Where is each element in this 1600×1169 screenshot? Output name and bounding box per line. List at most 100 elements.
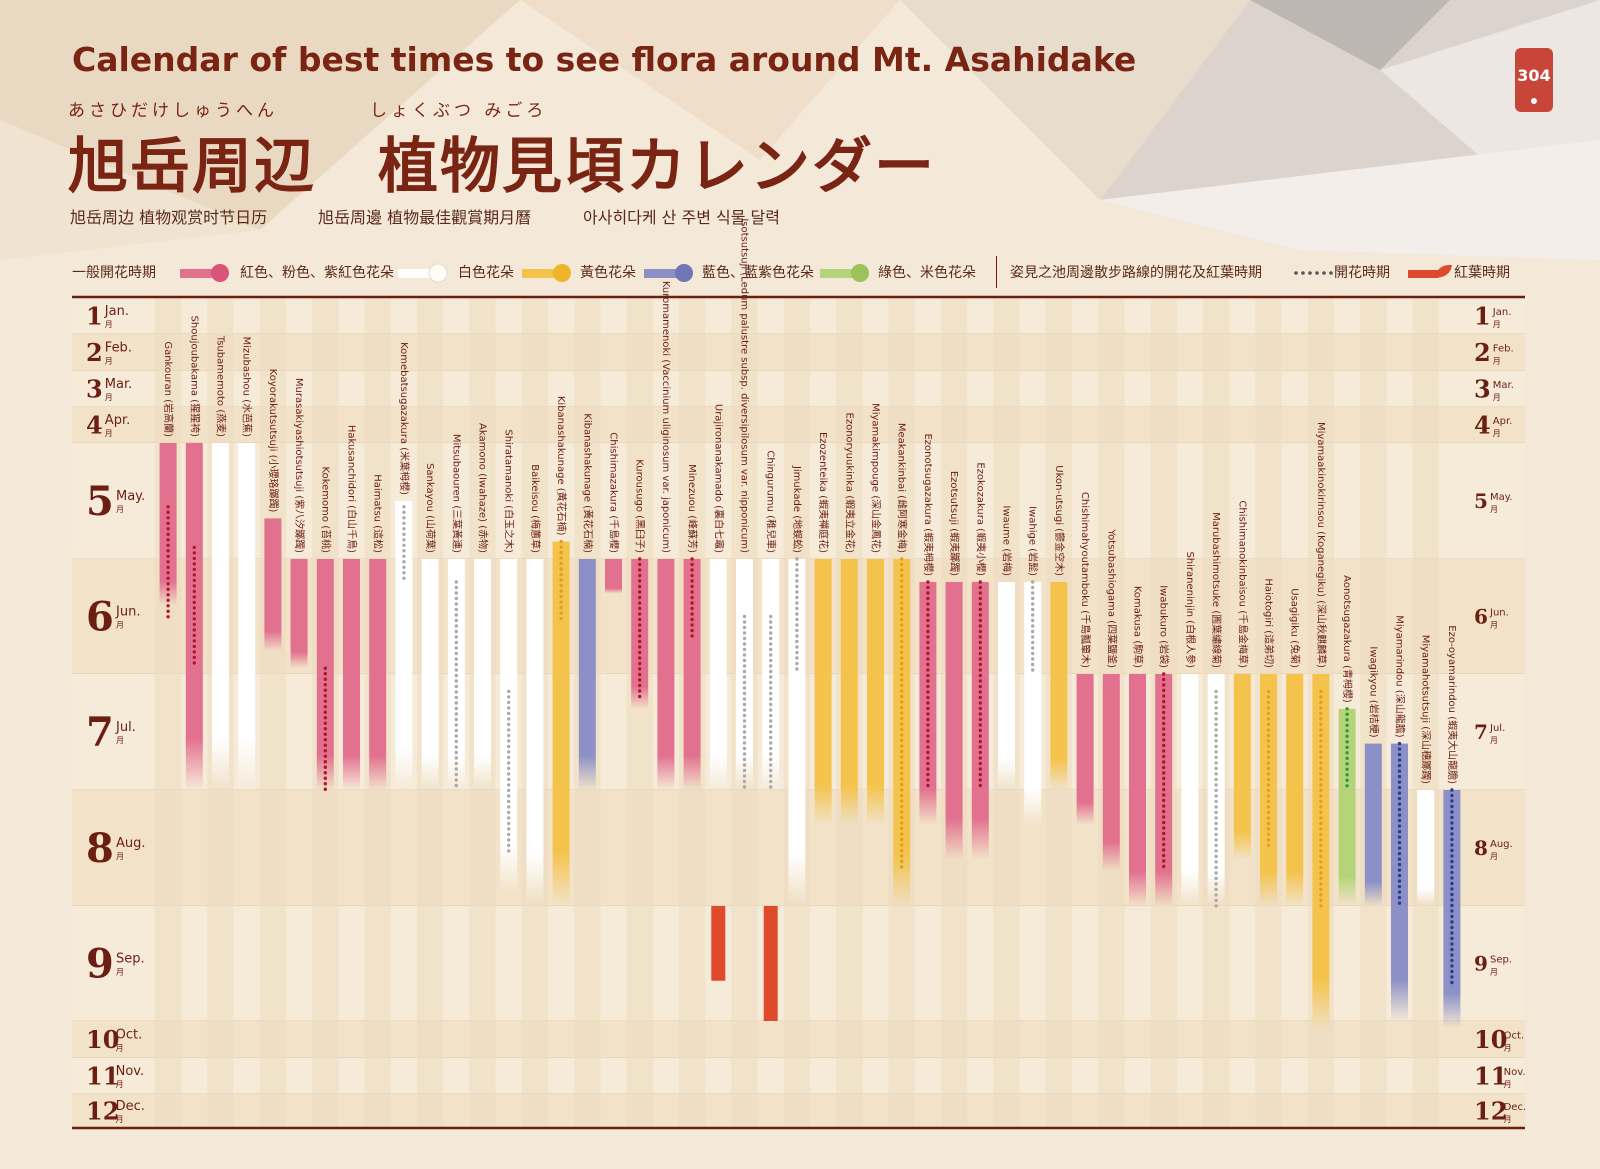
- bloom-dot: [192, 617, 196, 621]
- bloom-dot: [1266, 750, 1271, 754]
- bloom-dot: [559, 556, 563, 560]
- bloom-dot: [690, 573, 694, 578]
- species-column: [1412, 298, 1439, 1128]
- bloom-dot: [1162, 776, 1166, 781]
- bloom-dot: [192, 556, 196, 561]
- bloom-dot: [192, 595, 196, 599]
- bloom-dot: [1319, 722, 1323, 727]
- legend-blue-swatch-icon: [644, 264, 693, 282]
- bloom-dot: [900, 639, 904, 644]
- bloom-dot: [507, 783, 511, 787]
- bloom-dot: [1266, 689, 1271, 694]
- bloom-dot: [742, 713, 747, 718]
- bloom-dot: [900, 865, 904, 869]
- bloom-dot: [192, 622, 196, 627]
- bloom-dot: [507, 777, 511, 782]
- bloom-dot: [1162, 782, 1166, 786]
- bloom-dot: [795, 573, 799, 578]
- bloom-dot: [1319, 882, 1323, 886]
- bloom-dot: [559, 578, 563, 582]
- bloom-dot: [507, 766, 511, 771]
- month-english: Jan.: [104, 304, 129, 319]
- bloom-dot: [638, 634, 642, 638]
- bloom-dot: [1450, 925, 1454, 930]
- bloom-dot: [1031, 602, 1035, 606]
- bloom-dot: [690, 595, 694, 600]
- bloom-bar: [893, 559, 911, 906]
- bloom-dot: [1214, 783, 1218, 787]
- bloom-dot: [978, 646, 982, 650]
- bloom-dot: [1397, 862, 1402, 867]
- bloom-dot: [454, 783, 458, 788]
- bloom-dot: [1319, 843, 1323, 848]
- legend-yellow-swatch-icon: [522, 264, 571, 282]
- bloom-dot: [1397, 791, 1402, 795]
- bloom-dot: [323, 694, 327, 698]
- pond-trail-bloom-dots: [690, 557, 694, 638]
- page-number: 304: [1517, 66, 1551, 85]
- legend-green-swatch-icon: [820, 264, 869, 282]
- bloom-dot: [323, 787, 327, 791]
- species-label: Iwaume (岩梅): [1001, 506, 1014, 577]
- bloom-dot: [1345, 756, 1349, 760]
- bloom-dot: [742, 658, 747, 663]
- bloom-dot: [454, 679, 458, 683]
- bloom-dot: [769, 675, 773, 679]
- bloom-dot: [402, 527, 406, 531]
- bloom-dot: [1319, 865, 1323, 870]
- species-label: Yotsubashiogama (四葉鹽釜): [1105, 528, 1118, 668]
- bloom-dot: [507, 744, 511, 749]
- bloom-dot: [1450, 859, 1454, 864]
- bloom-dot: [1319, 887, 1323, 892]
- month-english: Dec.: [116, 1099, 145, 1114]
- bloom-dot: [1214, 744, 1218, 749]
- bloom-dot: [1397, 769, 1402, 773]
- bloom-dot: [1319, 871, 1323, 875]
- bloom-dot: [900, 672, 904, 677]
- bloom-dot: [638, 694, 642, 699]
- month-english: Jul.: [1489, 723, 1505, 734]
- bloom-dot: [978, 585, 982, 590]
- pond-trail-bloom-dots: [742, 614, 747, 789]
- bloom-dot: [1162, 765, 1166, 770]
- bloom-dot: [900, 843, 904, 847]
- bloom-bar: [500, 559, 518, 895]
- bloom-dot: [1319, 860, 1323, 864]
- bloom-dot: [1162, 820, 1166, 825]
- bloom-dot: [1214, 849, 1218, 853]
- bloom-dot: [192, 584, 196, 588]
- bloom-dot: [323, 666, 327, 670]
- bloom-dot: [978, 624, 982, 628]
- bloom-dot: [1345, 718, 1349, 722]
- bloom-dot: [742, 746, 747, 751]
- bloom-dot: [1345, 707, 1349, 711]
- bloom-dot: [559, 594, 563, 599]
- month-english: Feb.: [105, 341, 132, 356]
- bloom-dot: [638, 601, 642, 605]
- bloom-dot: [1450, 826, 1454, 831]
- bloom-dot: [900, 832, 904, 836]
- bloom-dot: [192, 655, 196, 660]
- species-label: Chishimanokinbaisou (千島金梅草): [1236, 500, 1249, 668]
- bloom-dot: [1162, 754, 1166, 759]
- month-english: Jun.: [115, 605, 140, 620]
- bloom-dot: [1319, 755, 1323, 760]
- bloom-dot: [1214, 871, 1218, 875]
- month-english: Sep.: [1490, 955, 1512, 966]
- bloom-dot: [1266, 838, 1271, 842]
- bloom-dot: [1031, 580, 1035, 584]
- bloom-dot: [769, 669, 773, 674]
- bloom-dot: [926, 585, 930, 590]
- bloom-dot: [769, 785, 773, 789]
- bloom-bar: [421, 559, 439, 790]
- bloom-dot: [926, 646, 930, 650]
- bloom-dot: [1214, 810, 1218, 815]
- bloom-dot: [323, 677, 327, 681]
- bloom-bar: [1364, 743, 1382, 906]
- bloom-dot: [1450, 909, 1454, 913]
- bloom-bar: [1076, 674, 1094, 825]
- bloom-dot: [900, 727, 904, 732]
- bloom-bar: [474, 559, 491, 790]
- month-kanji: 月: [1490, 505, 1498, 514]
- bloom-dot: [402, 532, 406, 536]
